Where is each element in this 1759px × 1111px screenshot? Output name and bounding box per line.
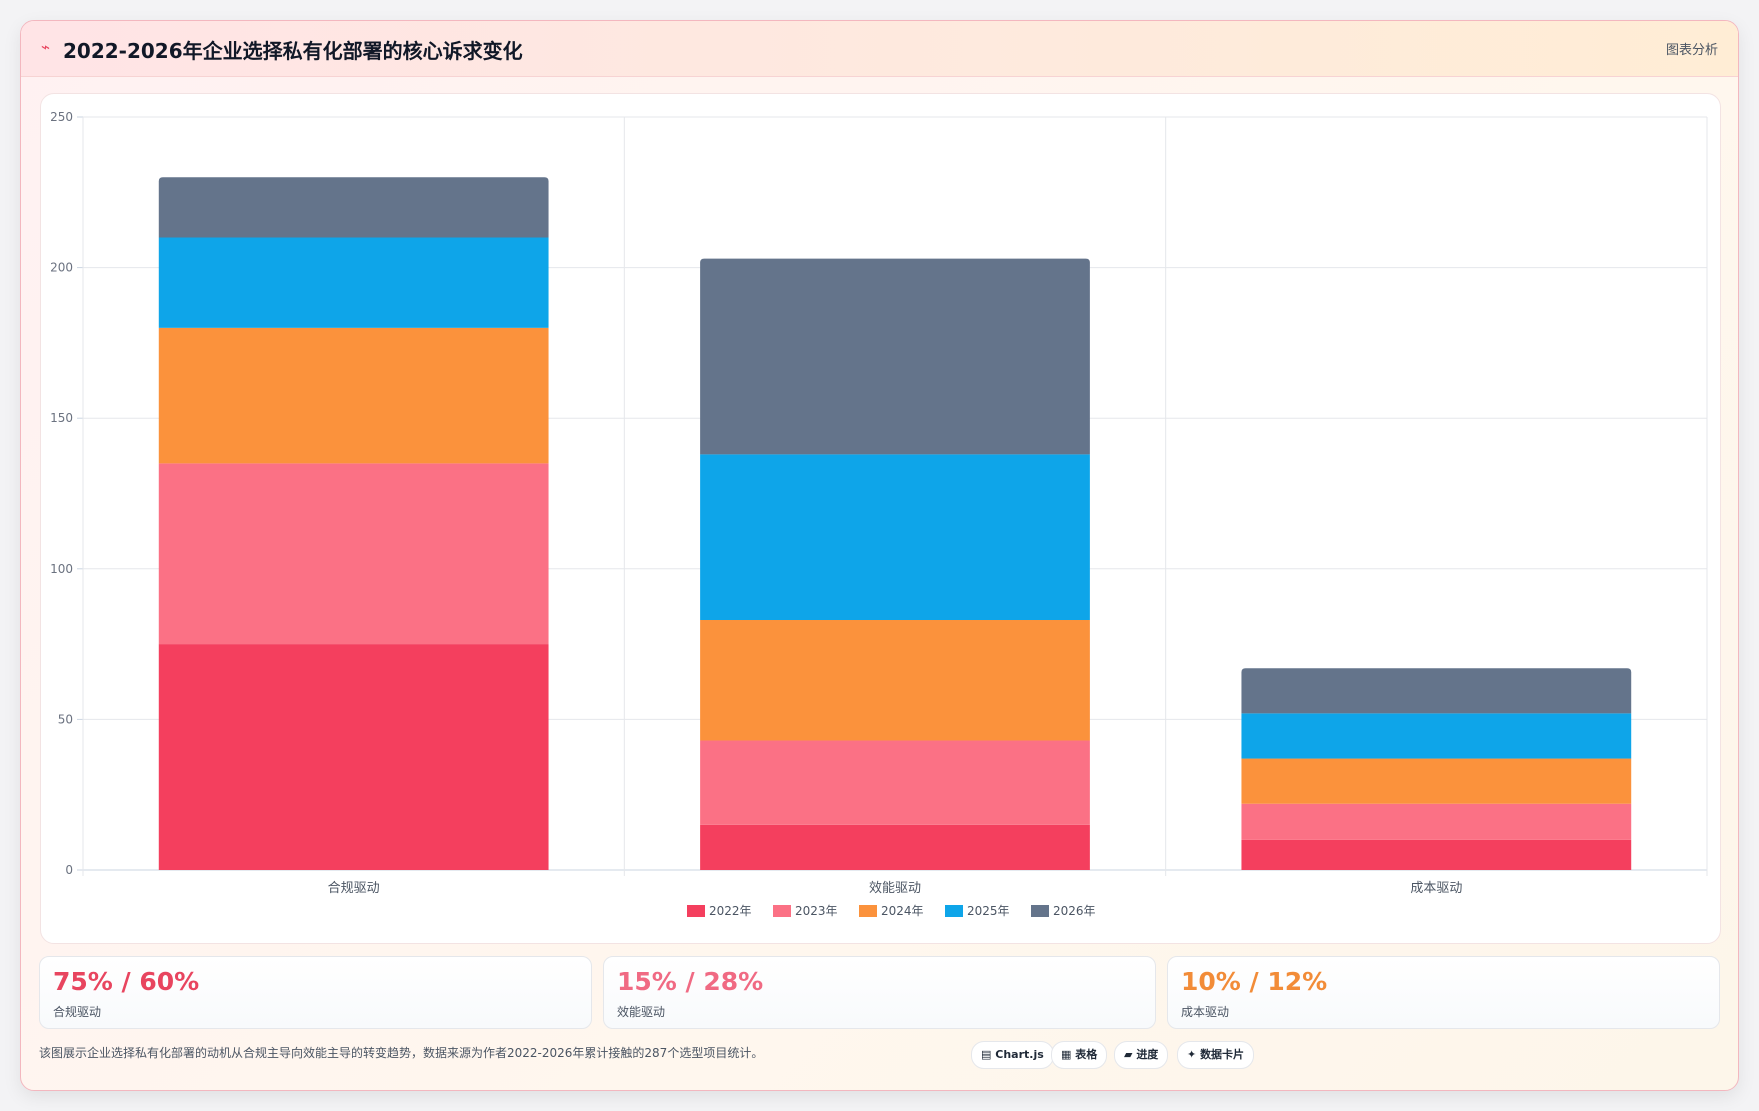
chip-table[interactable]: ▦ 表格	[1051, 1041, 1108, 1069]
bar-segment	[158, 463, 549, 645]
chart-panel: 0 50 100 150 200 250 合规驱动 效能驱动 成本驱动 2022年 2023年 202…	[40, 93, 1721, 944]
stat-value: 15% / 28%	[617, 967, 764, 996]
legend-label: 2023年	[795, 904, 838, 918]
stat-label: 效能驱动	[617, 1005, 666, 1019]
table-icon: ▦	[1061, 1048, 1072, 1061]
chart-icon: ▤	[981, 1048, 992, 1061]
y-tick-label: 0	[65, 863, 73, 877]
bar-segment	[1241, 803, 1632, 840]
chart-card: ⌁ 2022-2026年企业选择私有化部署的核心诉求变化 图表分析 0 50 100…	[20, 20, 1739, 1091]
legend-swatch	[773, 905, 791, 917]
bar-segment	[700, 258, 1090, 455]
progress-icon: ▰	[1124, 1048, 1133, 1061]
bar-segment	[158, 177, 549, 238]
chip-label: 进度	[1136, 1048, 1159, 1061]
legend-label: 2022年	[709, 904, 752, 918]
bar-segment	[700, 454, 1090, 621]
bar-segment	[1241, 839, 1632, 870]
stat-value: 75% / 60%	[53, 967, 200, 996]
y-tick-label: 150	[50, 411, 73, 425]
chip-chartjs[interactable]: ▤ Chart.js	[971, 1041, 1054, 1069]
legend-label: 2026年	[1053, 904, 1096, 918]
bar-segment	[1241, 668, 1632, 714]
legend-swatch	[859, 905, 877, 917]
bar-segment	[700, 620, 1090, 741]
stat-card-efficiency: 15% / 28% 效能驱动	[603, 956, 1156, 1029]
bar-segment	[700, 740, 1090, 825]
stacked-bar-chart: 0 50 100 150 200 250 合规驱动 效能驱动 成本驱动 2022年 2023年 202…	[50, 110, 1708, 918]
bar-segment	[700, 824, 1090, 870]
legend-swatch	[687, 905, 705, 917]
y-tick-label: 200	[50, 261, 73, 275]
y-tick-label: 250	[50, 110, 73, 124]
footer-note: 该图展示企业选择私有化部署的动机从合规主导向效能主导的转变趋势，数据来源为作者2…	[39, 1046, 764, 1060]
chip-label: 数据卡片	[1200, 1048, 1245, 1061]
chart-title: 2022-2026年企业选择私有化部署的核心诉求变化	[63, 39, 523, 63]
chip-label: 表格	[1075, 1048, 1098, 1061]
stat-label: 合规驱动	[53, 1005, 102, 1019]
stat-label: 成本驱动	[1181, 1005, 1230, 1019]
x-category-label: 合规驱动	[328, 881, 380, 896]
y-tick-label: 50	[58, 712, 73, 726]
bar-segment	[1241, 713, 1632, 759]
chip-label: Chart.js	[995, 1048, 1044, 1061]
y-tick-label: 100	[50, 562, 73, 576]
stat-card-cost: 10% / 12% 成本驱动	[1167, 956, 1720, 1029]
x-category-label: 效能驱动	[869, 881, 921, 896]
legend-label: 2025年	[967, 904, 1010, 918]
chip-data-card[interactable]: ✦ 数据卡片	[1177, 1041, 1255, 1069]
x-category-label: 成本驱动	[1410, 881, 1462, 896]
stat-card-compliance: 75% / 60% 合规驱动	[39, 956, 592, 1029]
legend-label: 2024年	[881, 904, 924, 918]
legend-swatch	[945, 905, 963, 917]
bar-segment	[158, 327, 549, 464]
bar-segment	[158, 644, 549, 870]
card-icon: ✦	[1187, 1048, 1197, 1061]
chip-progress[interactable]: ▰ 进度	[1114, 1041, 1169, 1069]
bar-segment	[1241, 758, 1632, 804]
legend-swatch	[1031, 905, 1049, 917]
stat-value: 10% / 12%	[1181, 967, 1328, 996]
chart-analysis-link[interactable]: 图表分析	[1665, 43, 1718, 58]
chart-line-icon: ⌁	[41, 38, 51, 56]
bar-segment	[158, 237, 549, 328]
card-header: ⌁ 2022-2026年企业选择私有化部署的核心诉求变化 图表分析	[21, 21, 1738, 77]
